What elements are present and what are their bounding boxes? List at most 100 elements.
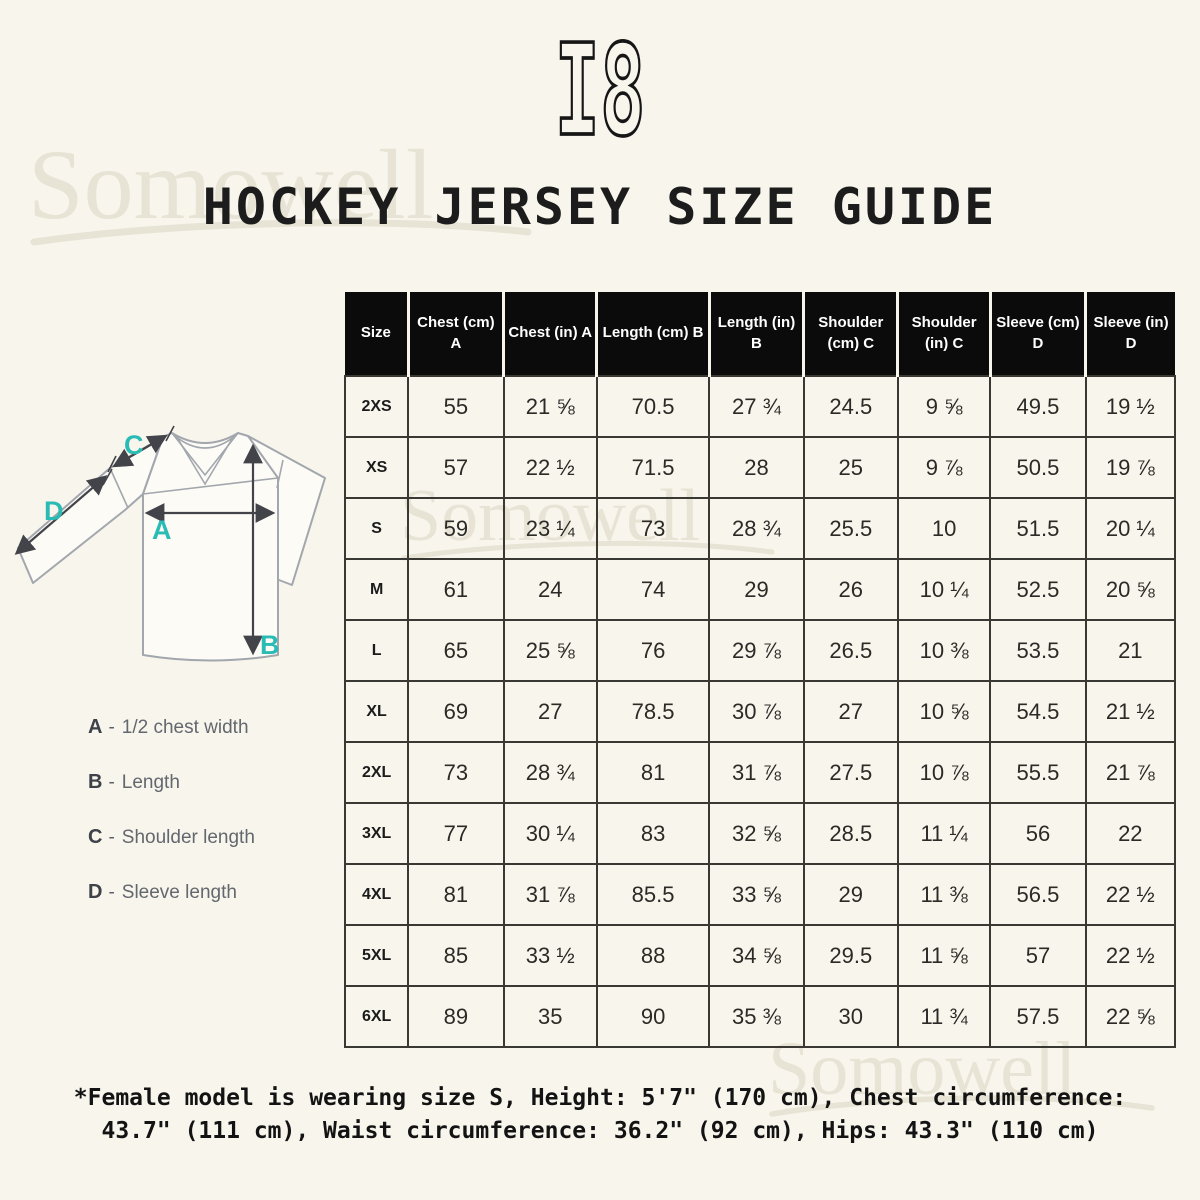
- table-cell: 34 ⅝: [708, 924, 805, 987]
- diagram-label-a: A: [152, 515, 172, 545]
- table-cell: 85: [407, 924, 505, 987]
- logo-monogram-text: I8: [554, 34, 645, 146]
- column-header-5: Shoulder (cm) C: [802, 292, 900, 377]
- column-header-4: Length (in) B: [707, 292, 806, 377]
- measure-tick: [102, 468, 113, 486]
- table-cell: 24: [502, 558, 598, 621]
- jersey-right-sleeve-seam: [276, 459, 284, 489]
- table-row: XL 69 27 78.5 30 ⅞ 27 10 ⅝ 54.5 21 ½: [343, 680, 1177, 743]
- table-cell: 81: [407, 863, 505, 926]
- size-label: M: [343, 558, 410, 621]
- table-cell: 20 ⅝: [1084, 558, 1177, 621]
- diagram-label-d: D: [44, 496, 64, 526]
- legend-key: D: [88, 881, 103, 903]
- table-cell: 19 ½: [1084, 375, 1177, 438]
- size-table-body: 2XS 55 21 ⅝ 70.5 27 ¾ 24.5 9 ⅝ 49.5 19 ½ XS 57 22 ½…: [343, 375, 1177, 1048]
- table-cell: 22 ½: [502, 436, 598, 499]
- table-cell: 33 ½: [502, 924, 598, 987]
- legend-dash: -: [108, 717, 115, 738]
- table-cell: 10 ⅞: [896, 741, 992, 804]
- column-header-2: Chest (in) A: [502, 292, 599, 377]
- table-row: 3XL 77 30 ¼ 83 32 ⅝ 28.5 11 ¼ 56 22: [343, 802, 1177, 865]
- size-label: 3XL: [343, 802, 410, 865]
- table-row: 6XL 89 35 90 35 ⅜ 30 11 ¾ 57.5 22 ⅝: [343, 985, 1177, 1048]
- table-cell: 50.5: [989, 436, 1087, 499]
- model-note: *Female model is wearing size S, Height:…: [0, 1082, 1200, 1149]
- table-cell: 88: [595, 924, 711, 987]
- legend-key: C: [88, 826, 103, 848]
- table-cell: 77: [407, 802, 505, 865]
- legend-item-d: D - Sleeve length: [88, 881, 255, 905]
- measurement-legend: A -1/2 chest width B - Length C - Shoulder leng…: [88, 716, 255, 936]
- table-cell: 55: [407, 375, 505, 438]
- legend-dash: -: [108, 827, 115, 848]
- table-cell: 27.5: [802, 741, 899, 804]
- table-cell: 30 ¼: [502, 802, 598, 865]
- jersey-back-collar: [174, 435, 236, 449]
- legend-dash: -: [108, 772, 115, 793]
- size-table-header: Size Chest (cm) A Chest (in) A Length (cm) …: [345, 292, 1175, 377]
- table-cell: 9 ⅞: [896, 436, 992, 499]
- brand-logo: I8: [553, 34, 646, 146]
- table-cell: 52.5: [989, 558, 1087, 621]
- table-cell: 61: [407, 558, 505, 621]
- table-cell: 10: [896, 497, 992, 560]
- size-label: 2XS: [343, 375, 410, 438]
- legend-item-b: B - Length: [88, 771, 255, 795]
- table-cell: 81: [595, 741, 711, 804]
- table-cell: 74: [595, 558, 711, 621]
- table-cell: 21 ⅝: [502, 375, 598, 438]
- table-cell: 29 ⅞: [708, 619, 805, 682]
- size-label: 5XL: [343, 924, 410, 987]
- size-label: S: [343, 497, 410, 560]
- table-cell: 25 ⅝: [502, 619, 598, 682]
- table-cell: 32 ⅝: [708, 802, 805, 865]
- table-cell: 28 ¾: [502, 741, 598, 804]
- table-cell: 71.5: [595, 436, 711, 499]
- table-cell: 30: [802, 985, 899, 1048]
- table-cell: 22 ½: [1084, 924, 1177, 987]
- jersey-collar-inner: [177, 438, 233, 486]
- table-cell: 11 ¾: [896, 985, 992, 1048]
- table-cell: 21 ⅞: [1084, 741, 1177, 804]
- table-cell: 65: [407, 619, 505, 682]
- table-cell: 22 ⅝: [1084, 985, 1177, 1048]
- size-label: XS: [343, 436, 410, 499]
- table-cell: 26: [802, 558, 899, 621]
- diagram-label-c: C: [124, 430, 144, 460]
- table-cell: 29: [802, 863, 899, 926]
- measure-arrow-d: [14, 475, 108, 555]
- size-label: 2XL: [343, 741, 410, 804]
- column-header-7: Sleeve (cm) D: [988, 292, 1088, 377]
- column-header-0: Size: [345, 292, 410, 377]
- table-cell: 57.5: [989, 985, 1087, 1048]
- legend-desc: Length: [121, 772, 180, 793]
- table-cell: 20 ¼: [1084, 497, 1177, 560]
- table-cell: 57: [989, 924, 1087, 987]
- table-row: 5XL 85 33 ½ 88 34 ⅝ 29.5 11 ⅝ 57 22 ½: [343, 924, 1177, 987]
- table-cell: 70.5: [595, 375, 711, 438]
- table-cell: 78.5: [595, 680, 711, 743]
- model-note-line2: 43.7" (111 cm), Waist circumference: 36.…: [101, 1118, 1099, 1145]
- table-cell: 76: [595, 619, 711, 682]
- table-cell: 28.5: [802, 802, 899, 865]
- table-cell: 31 ⅞: [708, 741, 805, 804]
- table-cell: 90: [595, 985, 711, 1048]
- table-cell: 11 ⅜: [896, 863, 992, 926]
- table-row: L 65 25 ⅝ 76 29 ⅞ 26.5 10 ⅜ 53.5 21: [343, 619, 1177, 682]
- table-cell: 21 ½: [1084, 680, 1177, 743]
- table-cell: 22 ½: [1084, 863, 1177, 926]
- table-cell: 56.5: [989, 863, 1087, 926]
- jersey-left-sleeve-seam: [109, 467, 129, 509]
- table-cell: 89: [407, 985, 505, 1048]
- size-label: L: [343, 619, 410, 682]
- measure-tick: [107, 455, 117, 473]
- table-cell: 28 ¾: [708, 497, 805, 560]
- table-cell: 11 ⅝: [896, 924, 992, 987]
- table-cell: 28: [708, 436, 805, 499]
- table-cell: 21: [1084, 619, 1177, 682]
- legend-dash: -: [108, 882, 115, 903]
- table-cell: 57: [407, 436, 505, 499]
- size-label: XL: [343, 680, 410, 743]
- table-cell: 24.5: [802, 375, 899, 438]
